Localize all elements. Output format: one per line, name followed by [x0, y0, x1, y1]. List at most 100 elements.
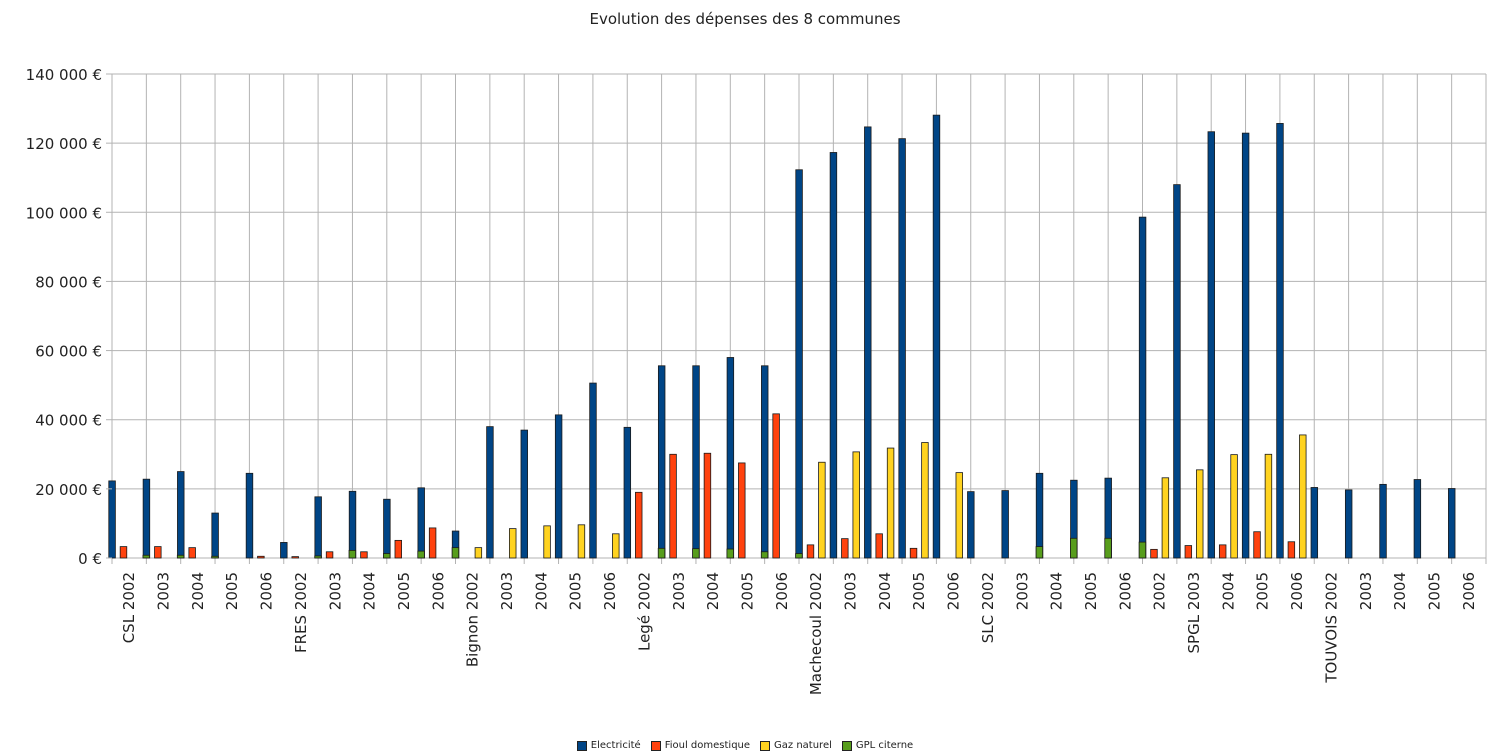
bar	[188, 547, 196, 559]
bar	[932, 114, 941, 559]
bar	[154, 546, 162, 559]
bar	[726, 548, 734, 559]
bar	[1161, 477, 1170, 559]
x-tick-label: 2005	[567, 572, 585, 610]
bar	[314, 496, 322, 559]
bar	[1448, 488, 1456, 559]
bar	[554, 414, 563, 559]
bar	[417, 550, 425, 559]
x-tick-label: 2003	[842, 572, 860, 610]
bar	[1207, 131, 1215, 559]
bar	[852, 451, 860, 559]
bar	[520, 429, 528, 559]
x-tick-label: 2002	[1151, 572, 1169, 610]
x-tick-label: 2006	[601, 572, 619, 610]
bar	[921, 442, 929, 559]
legend-swatch	[650, 740, 661, 751]
bar	[589, 382, 597, 559]
x-tick-label: 2004	[704, 572, 722, 610]
bar	[394, 539, 402, 559]
x-tick-label: 2005	[1425, 572, 1443, 610]
bar	[383, 553, 391, 559]
bar	[1241, 132, 1250, 559]
x-tick-label: 2006	[773, 572, 791, 610]
bar	[142, 478, 151, 559]
x-tick-label: FRES 2002	[292, 572, 310, 653]
x-tick-label: 2006	[1288, 572, 1306, 610]
bar	[1344, 489, 1353, 559]
bar	[703, 452, 712, 559]
bar	[348, 490, 357, 559]
bar	[1218, 544, 1227, 559]
y-tick-label: 40 000 €	[35, 412, 102, 430]
bar	[428, 527, 437, 559]
x-tick-label: 2004	[1219, 572, 1237, 610]
bar	[886, 447, 895, 559]
bar	[291, 556, 299, 559]
x-tick-label: SPGL 2003	[1185, 572, 1203, 654]
bar	[474, 547, 483, 559]
bar	[211, 512, 219, 559]
bars-layer	[108, 114, 1456, 559]
bar	[1264, 453, 1273, 559]
x-tick-label: 2005	[1254, 572, 1272, 610]
legend-item: Electricité	[576, 740, 641, 751]
legend-label: GPL citerne	[855, 740, 914, 751]
bar	[1035, 472, 1044, 559]
x-tick-label: 2006	[429, 572, 447, 610]
bar	[360, 551, 368, 559]
x-tick-label: 2003	[1013, 572, 1031, 610]
bar	[177, 471, 185, 559]
bar	[1173, 184, 1181, 559]
legend-label: Electricité	[590, 740, 641, 751]
bar	[738, 462, 746, 559]
y-tick-label: 20 000 €	[35, 481, 102, 499]
bar	[1379, 483, 1387, 559]
bar	[417, 487, 425, 559]
x-tick-label: 2004	[1048, 572, 1066, 610]
bar	[657, 365, 666, 559]
x-tick-label: 2005	[395, 572, 413, 610]
bar	[1310, 487, 1319, 559]
bar	[325, 551, 334, 559]
bar	[909, 547, 918, 559]
y-tick-label: 60 000 €	[35, 343, 102, 361]
bar	[795, 553, 803, 559]
bar	[1138, 216, 1147, 559]
bar	[142, 554, 150, 559]
x-tick-label: 2003	[498, 572, 516, 610]
y-tick-label: 0 €	[78, 550, 102, 568]
bar	[509, 528, 517, 559]
x-tick-label: 2003	[326, 572, 344, 610]
bar	[818, 461, 826, 559]
bar	[772, 413, 780, 559]
x-tick-label: 2006	[1116, 572, 1134, 610]
bar	[1150, 548, 1158, 559]
bar	[176, 554, 185, 559]
bar	[314, 555, 322, 559]
bar	[245, 472, 254, 559]
bar	[829, 152, 838, 559]
y-tick-label: 100 000 €	[26, 204, 102, 222]
bar	[898, 138, 906, 559]
bar	[726, 357, 735, 559]
legend-item: Fioul domestique	[650, 740, 750, 751]
y-tick-label: 140 000 €	[26, 66, 102, 84]
bar	[635, 491, 643, 559]
chart-title: Evolution des dépenses des 8 communes	[589, 10, 901, 28]
bar	[1070, 537, 1078, 559]
bar	[623, 426, 632, 559]
bar	[955, 472, 963, 559]
bar	[1001, 490, 1009, 559]
bar	[806, 544, 815, 559]
bar	[760, 551, 769, 559]
bar	[1287, 541, 1296, 559]
x-tick-label: 2006	[1460, 572, 1478, 610]
bar	[761, 365, 769, 559]
x-tick-label: Machecoul 2002	[807, 572, 825, 695]
legend-item: Gaz naturel	[760, 740, 832, 751]
bar	[967, 491, 975, 559]
bar	[348, 549, 357, 559]
bar	[451, 547, 460, 559]
